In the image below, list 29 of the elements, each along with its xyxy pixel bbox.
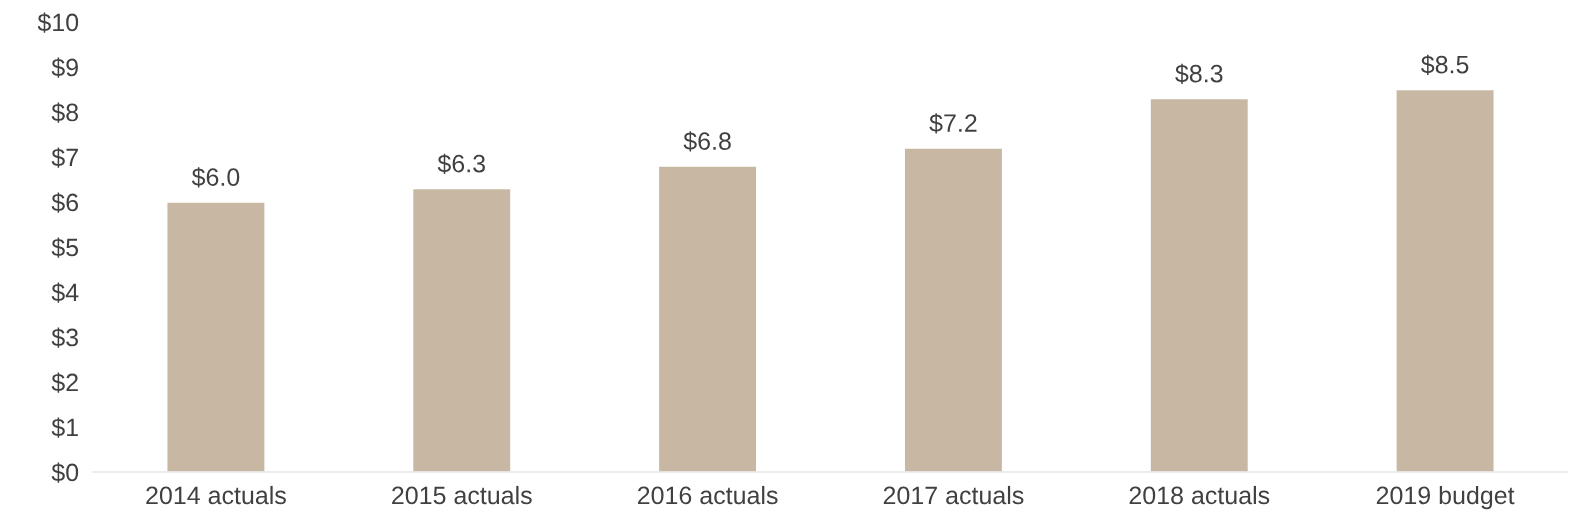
x-tick-label: 2015 actuals bbox=[392, 485, 532, 505]
bar bbox=[1149, 97, 1250, 472]
y-tick-label: $1 bbox=[51, 417, 78, 438]
data-label: $6.0 bbox=[191, 167, 240, 188]
y-tick-label: $8 bbox=[51, 102, 79, 123]
x-tick-label: 2016 actuals bbox=[637, 485, 778, 505]
bar bbox=[166, 201, 266, 472]
y-tick-label: $2 bbox=[51, 372, 78, 393]
y-tick-label: $5 bbox=[51, 237, 79, 258]
y-tick-label: $6 bbox=[51, 192, 79, 213]
y-tick-label: $4 bbox=[51, 282, 79, 303]
data-label: $6.8 bbox=[683, 131, 731, 152]
y-tick-label: $7 bbox=[51, 147, 78, 168]
data-label: $6.3 bbox=[437, 153, 485, 174]
y-tick-label: $3 bbox=[51, 327, 79, 348]
y-tick-label: $0 bbox=[51, 462, 79, 483]
data-label: $8.3 bbox=[1175, 63, 1223, 84]
bar bbox=[657, 165, 758, 472]
y-tick-label: $9 bbox=[51, 57, 78, 78]
bar bbox=[1395, 88, 1495, 472]
data-label: $8.5 bbox=[1421, 54, 1469, 75]
bar bbox=[903, 147, 1004, 472]
x-tick-label: 2018 actuals bbox=[1129, 485, 1270, 505]
x-tick-label: 2014 actuals bbox=[146, 485, 286, 505]
data-label: $7.2 bbox=[929, 113, 977, 134]
x-tick-label: 2019 budget bbox=[1376, 485, 1515, 510]
x-tick-label: 2017 actuals bbox=[883, 485, 1024, 505]
y-tick-label: $10 bbox=[37, 12, 79, 33]
bar bbox=[411, 187, 512, 472]
